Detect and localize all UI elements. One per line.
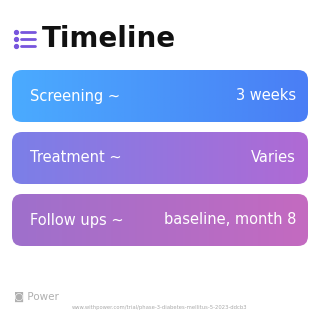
Text: Varies: Varies (251, 150, 296, 165)
Text: ◙ Power: ◙ Power (14, 292, 59, 302)
Text: Follow ups ~: Follow ups ~ (30, 213, 124, 228)
Text: www.withpower.com/trial/phase-3-diabetes-mellitus-5-2023-ddcb3: www.withpower.com/trial/phase-3-diabetes… (72, 304, 248, 309)
Text: Timeline: Timeline (42, 25, 176, 53)
Text: baseline, month 8: baseline, month 8 (164, 213, 296, 228)
Text: Screening ~: Screening ~ (30, 89, 120, 104)
Text: Treatment ~: Treatment ~ (30, 150, 122, 165)
Text: 3 weeks: 3 weeks (236, 89, 296, 104)
